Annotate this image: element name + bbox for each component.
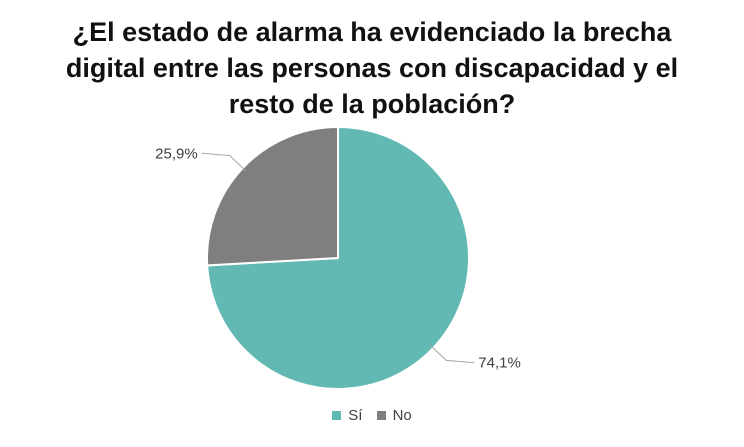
pie-slice-1 bbox=[206, 125, 339, 267]
chart-title-line-1: ¿El estado de alarma ha evidenciado la b… bbox=[72, 17, 672, 47]
legend-swatch-si bbox=[332, 411, 342, 420]
data-label-0: 74,1% bbox=[478, 355, 521, 372]
leader-line-0 bbox=[429, 344, 475, 364]
legend-label-si: Sí bbox=[348, 407, 363, 424]
legend: Sí No bbox=[0, 407, 744, 424]
chart-title-line-2: digital entre las personas con discapaci… bbox=[65, 53, 679, 83]
chart-title-line-3: resto de la población? bbox=[228, 89, 516, 119]
legend-item-no: No bbox=[376, 407, 412, 424]
chart-title: ¿El estado de alarma ha evidenciado la b… bbox=[0, 14, 744, 122]
legend-item-si: Sí bbox=[332, 407, 362, 424]
leader-line-1 bbox=[201, 152, 247, 172]
legend-label-no: No bbox=[392, 407, 412, 424]
legend-swatch-no bbox=[376, 411, 386, 420]
data-label-1: 25,9% bbox=[155, 145, 198, 162]
